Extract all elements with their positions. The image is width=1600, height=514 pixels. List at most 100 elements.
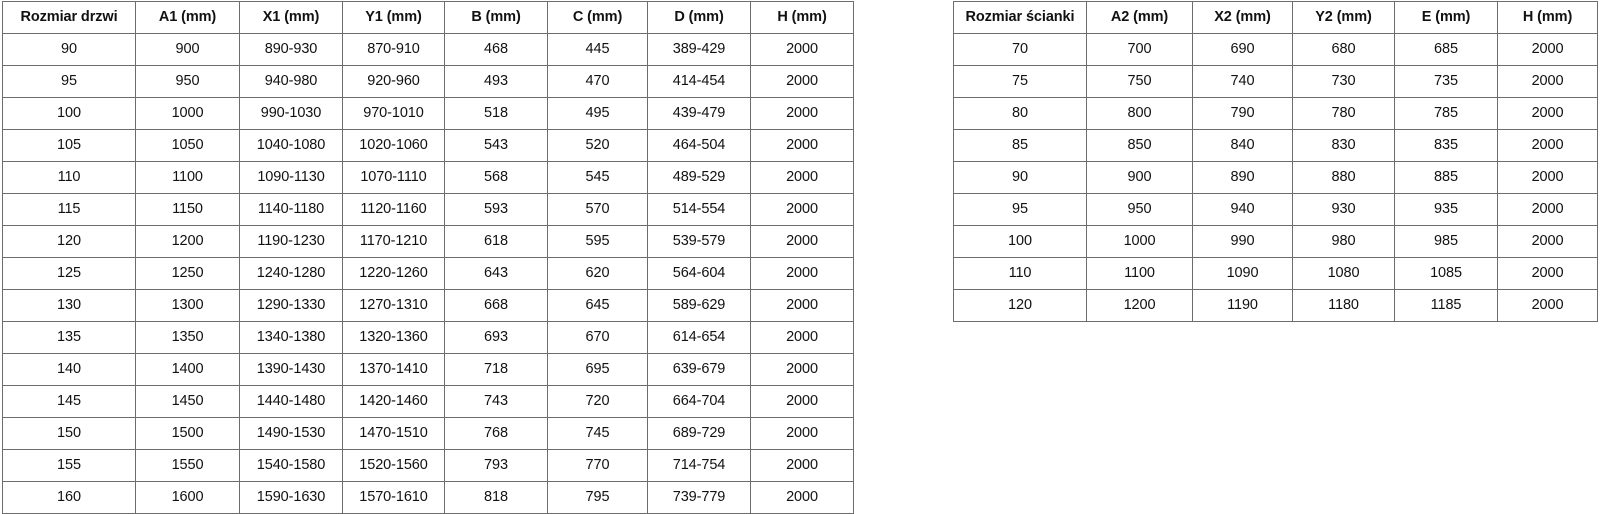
- table-cell: 1090-1130: [239, 161, 343, 194]
- table-cell: 2000: [750, 321, 854, 354]
- table-cell: 639-679: [647, 353, 751, 386]
- table-cell: 740: [1192, 65, 1293, 98]
- table-cell: 545: [547, 161, 648, 194]
- table-cell: 150: [2, 417, 136, 450]
- table-cell: 1440-1480: [239, 385, 343, 418]
- table-cell: 689-729: [647, 417, 751, 450]
- table-cell: 935: [1394, 193, 1498, 226]
- table-cell: 2000: [750, 129, 854, 162]
- table-cell: 125: [2, 257, 136, 290]
- table-cell: 1550: [135, 449, 240, 482]
- table-cell: 990-1030: [239, 97, 343, 130]
- table-cell: 840: [1192, 129, 1293, 162]
- table-cell: 718: [444, 353, 548, 386]
- table-cell: 1490-1530: [239, 417, 343, 450]
- table-cell: 750: [1086, 65, 1193, 98]
- table-cell: 120: [953, 289, 1087, 322]
- table-cell: 1000: [1086, 225, 1193, 258]
- table-cell: 2000: [1497, 129, 1598, 162]
- table-cell: 2000: [1497, 289, 1598, 322]
- table-cell: 1200: [1086, 289, 1193, 322]
- table-cell: 1085: [1394, 257, 1498, 290]
- table-cell: 445: [547, 33, 648, 66]
- table-cell: 2000: [1497, 257, 1598, 290]
- table-cell: 614-654: [647, 321, 751, 354]
- table-cell: 543: [444, 129, 548, 162]
- table-cell: 1050: [135, 129, 240, 162]
- table-cell: 414-454: [647, 65, 751, 98]
- table-cell: 970-1010: [342, 97, 445, 130]
- column-header: C (mm): [547, 1, 648, 34]
- column-header: B (mm): [444, 1, 548, 34]
- table-cell: 2000: [1497, 193, 1598, 226]
- table-cell: 950: [135, 65, 240, 98]
- table-cell: 2000: [750, 385, 854, 418]
- table-row: 85 850 840 830 835 2000: [953, 129, 1598, 162]
- table-row: 75 750 740 730 735 2000: [953, 65, 1598, 98]
- table-cell: 1180: [1292, 289, 1395, 322]
- column-header: H (mm): [1497, 1, 1598, 34]
- table-cell: 668: [444, 289, 548, 322]
- table-header-row: Rozmiar drzwi A1 (mm) X1 (mm) Y1 (mm) B (mm)…: [2, 1, 854, 34]
- table-row: 140 1400 1390-1430 1370-1410 718 695 639-679 20…: [2, 353, 854, 386]
- table-cell: 1500: [135, 417, 240, 450]
- table-cell: 489-529: [647, 161, 751, 194]
- table-cell: 1080: [1292, 257, 1395, 290]
- table-cell: 990: [1192, 225, 1293, 258]
- table-cell: 1570-1610: [342, 481, 445, 514]
- table-cell: 110: [2, 161, 136, 194]
- table-cell: 595: [547, 225, 648, 258]
- table-cell: 2000: [750, 65, 854, 98]
- table-cell: 690: [1192, 33, 1293, 66]
- table-cell: 1190-1230: [239, 225, 343, 258]
- table-cell: 720: [547, 385, 648, 418]
- column-header: A1 (mm): [135, 1, 240, 34]
- table-row: 130 1300 1290-1330 1270-1310 668 645 589-629 20…: [2, 289, 854, 322]
- table-cell: 1600: [135, 481, 240, 514]
- table-cell: 618: [444, 225, 548, 258]
- table-cell: 105: [2, 129, 136, 162]
- table-cell: 1540-1580: [239, 449, 343, 482]
- table-row: 135 1350 1340-1380 1320-1360 693 670 614-654 20…: [2, 321, 854, 354]
- table-cell: 890: [1192, 161, 1293, 194]
- table-row: 110 1100 1090 1080 1085 2000: [953, 257, 1598, 290]
- table-cell: 980: [1292, 225, 1395, 258]
- table-cell: 730: [1292, 65, 1395, 98]
- table-cell: 1200: [135, 225, 240, 258]
- table-cell: 155: [2, 449, 136, 482]
- table-cell: 835: [1394, 129, 1498, 162]
- table-cell: 735: [1394, 65, 1498, 98]
- table-cell: 2000: [1497, 225, 1598, 258]
- table-cell: 493: [444, 65, 548, 98]
- table-cell: 1400: [135, 353, 240, 386]
- table-cell: 1370-1410: [342, 353, 445, 386]
- table-cell: 1000: [135, 97, 240, 130]
- table-cell: 743: [444, 385, 548, 418]
- table-cell: 620: [547, 257, 648, 290]
- table-cell: 115: [2, 193, 136, 226]
- table-cell: 745: [547, 417, 648, 450]
- table-cell: 1470-1510: [342, 417, 445, 450]
- table-cell: 589-629: [647, 289, 751, 322]
- table-cell: 700: [1086, 33, 1193, 66]
- table-cell: 1520-1560: [342, 449, 445, 482]
- table-cell: 885: [1394, 161, 1498, 194]
- column-header: E (mm): [1394, 1, 1498, 34]
- table-cell: 664-704: [647, 385, 751, 418]
- table-cell: 495: [547, 97, 648, 130]
- column-header: D (mm): [647, 1, 751, 34]
- table-cell: 643: [444, 257, 548, 290]
- column-header: Rozmiar ścianki: [953, 1, 1087, 34]
- table-cell: 1250: [135, 257, 240, 290]
- table-row: 90 900 890 880 885 2000: [953, 161, 1598, 194]
- table-cell: 930: [1292, 193, 1395, 226]
- table-cell: 2000: [750, 97, 854, 130]
- table-cell: 1150: [135, 193, 240, 226]
- table-cell: 780: [1292, 97, 1395, 130]
- table-cell: 514-554: [647, 193, 751, 226]
- table-cell: 520: [547, 129, 648, 162]
- walls-table-header: Rozmiar ścianki A2 (mm) X2 (mm) Y2 (mm) E (m…: [953, 1, 1598, 34]
- table-cell: 464-504: [647, 129, 751, 162]
- table-cell: 1190: [1192, 289, 1293, 322]
- table-cell: 1070-1110: [342, 161, 445, 194]
